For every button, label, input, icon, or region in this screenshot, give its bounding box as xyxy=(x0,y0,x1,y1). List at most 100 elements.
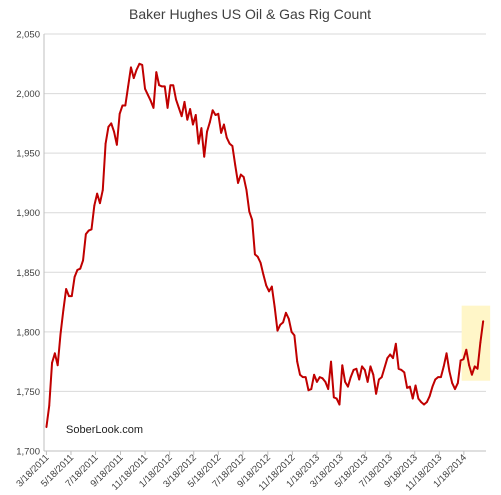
data-point xyxy=(194,114,197,116)
data-point xyxy=(208,121,211,124)
data-point xyxy=(310,388,313,390)
data-point xyxy=(327,388,330,390)
data-point xyxy=(400,369,403,371)
data-point xyxy=(296,360,299,363)
data-point xyxy=(332,396,335,399)
data-point xyxy=(361,365,363,368)
data-point xyxy=(341,364,344,367)
data-point xyxy=(76,269,79,271)
data-point xyxy=(442,365,445,368)
data-point xyxy=(118,112,121,115)
data-point xyxy=(189,108,192,110)
data-point xyxy=(417,397,420,400)
data-point xyxy=(313,373,316,376)
y-tick-label: 1,750 xyxy=(16,387,40,398)
y-tick-label: 1,700 xyxy=(16,447,40,458)
data-point xyxy=(448,370,451,373)
data-point xyxy=(330,360,332,363)
data-point xyxy=(471,373,473,376)
data-point xyxy=(437,376,439,379)
data-point xyxy=(451,382,454,384)
data-point xyxy=(127,85,130,88)
data-point xyxy=(431,385,434,388)
data-point xyxy=(206,130,208,133)
data-point xyxy=(175,98,177,101)
data-point xyxy=(65,288,68,290)
data-point xyxy=(251,218,254,221)
data-point xyxy=(440,376,442,379)
data-point xyxy=(290,330,293,333)
data-point xyxy=(107,126,110,128)
data-point xyxy=(217,112,220,115)
data-point xyxy=(141,64,144,66)
data-point xyxy=(223,123,225,126)
data-point xyxy=(180,115,183,118)
data-point xyxy=(68,295,70,298)
data-point xyxy=(378,378,380,381)
data-point xyxy=(482,320,485,323)
data-point xyxy=(394,342,397,345)
data-point xyxy=(203,155,206,158)
data-point xyxy=(149,99,152,102)
data-point xyxy=(386,357,389,359)
data-point xyxy=(158,84,161,87)
data-point xyxy=(465,348,468,351)
data-point xyxy=(434,378,437,381)
y-tick-label: 2,000 xyxy=(16,89,40,100)
y-tick-label: 1,950 xyxy=(16,149,40,160)
data-point xyxy=(423,403,425,406)
data-point xyxy=(172,84,175,87)
data-point xyxy=(99,202,101,205)
data-point xyxy=(144,87,146,90)
data-point xyxy=(163,85,166,88)
data-point xyxy=(130,66,132,69)
data-point xyxy=(344,381,347,383)
data-point xyxy=(73,276,76,278)
data-point xyxy=(104,142,107,145)
data-point xyxy=(454,388,456,390)
x-axis-tick-labels: 3/18/20115/18/20117/18/20119/18/201111/1… xyxy=(14,452,469,493)
data-point xyxy=(101,189,104,191)
data-point xyxy=(383,366,386,369)
data-point xyxy=(355,367,358,370)
data-point xyxy=(316,381,318,383)
data-point xyxy=(254,253,256,256)
data-point xyxy=(335,397,338,400)
data-point xyxy=(301,376,304,379)
data-point xyxy=(220,131,223,134)
data-point xyxy=(287,317,290,320)
data-point xyxy=(318,376,321,379)
chart-title: Baker Hughes US Oil & Gas Rig Count xyxy=(129,6,371,22)
data-point xyxy=(409,385,411,388)
data-point xyxy=(358,378,361,381)
data-point xyxy=(239,173,242,176)
data-point xyxy=(110,122,113,125)
data-point xyxy=(177,106,180,109)
data-point xyxy=(59,333,62,336)
data-point xyxy=(282,321,285,324)
watermark: SoberLook.com xyxy=(66,424,143,436)
data-point xyxy=(82,259,84,262)
data-point xyxy=(93,204,96,207)
y-tick-label: 1,900 xyxy=(16,208,40,219)
data-point xyxy=(53,352,56,355)
data-point xyxy=(234,164,237,166)
data-point xyxy=(473,365,476,368)
data-point xyxy=(186,118,189,121)
data-point xyxy=(468,364,470,367)
data-point xyxy=(456,382,459,384)
data-point xyxy=(321,377,324,380)
data-point xyxy=(256,255,259,258)
data-point xyxy=(231,145,234,147)
series-rig-count xyxy=(45,62,485,429)
data-point xyxy=(152,106,155,109)
data-point xyxy=(248,210,251,213)
data-point xyxy=(352,369,355,371)
data-point xyxy=(406,386,408,389)
data-point xyxy=(285,311,287,314)
y-tick-label: 1,800 xyxy=(16,327,40,338)
y-tick-label: 1,850 xyxy=(16,268,40,279)
data-point xyxy=(197,142,200,145)
data-point xyxy=(113,130,115,133)
